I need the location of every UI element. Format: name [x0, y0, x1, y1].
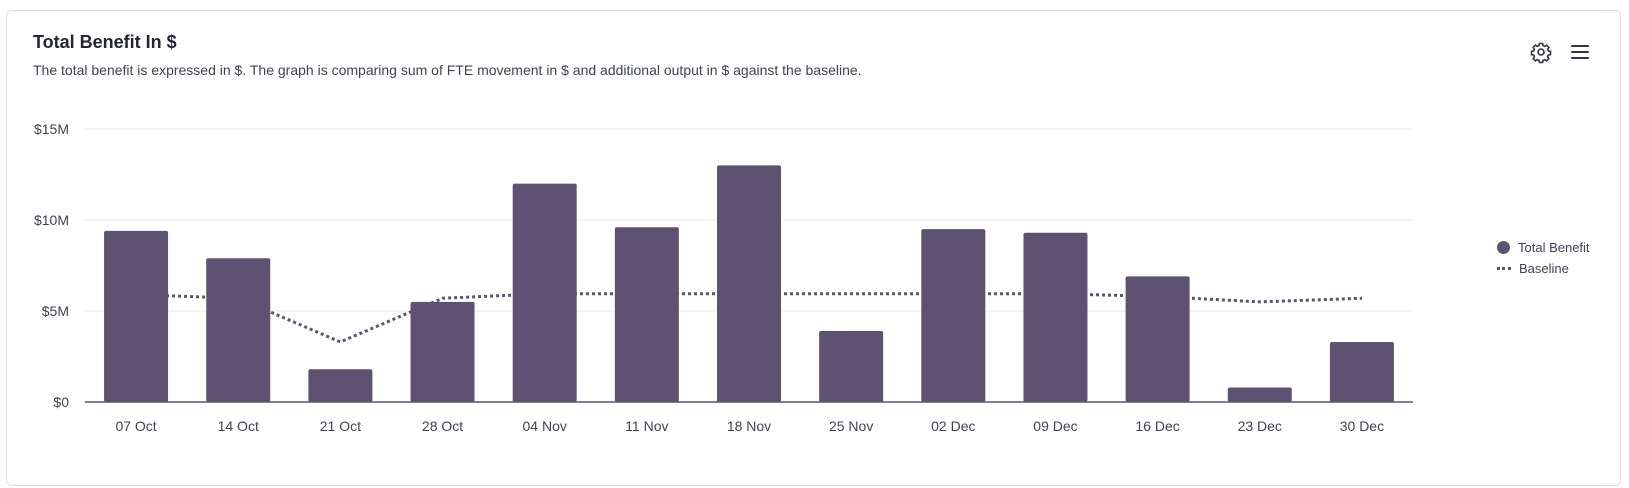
- legend-label-total-benefit: Total Benefit: [1518, 240, 1590, 255]
- x-tick-label: 07 Oct: [115, 418, 156, 434]
- x-tick-label: 23 Dec: [1238, 418, 1282, 434]
- x-tick-label: 04 Nov: [523, 418, 567, 434]
- y-tick-label: $5M: [42, 303, 69, 319]
- baseline-line: [136, 292, 1362, 344]
- bar-total-benefit[interactable]: [1023, 232, 1088, 402]
- legend-item-baseline[interactable]: Baseline: [1497, 258, 1590, 279]
- chart-card: Total Benefit In $ The total benefit is …: [6, 10, 1621, 486]
- x-tick-label: 16 Dec: [1135, 418, 1179, 434]
- bar-total-benefit[interactable]: [1227, 387, 1292, 402]
- gear-icon[interactable]: [1527, 38, 1555, 66]
- x-tick-label: 14 Oct: [218, 418, 259, 434]
- x-tick-label: 09 Dec: [1033, 418, 1077, 434]
- bar-total-benefit[interactable]: [717, 165, 781, 402]
- x-tick-label: 28 Oct: [422, 418, 463, 434]
- chart-legend: Total Benefit Baseline: [1497, 237, 1590, 279]
- x-tick-label: 21 Oct: [320, 418, 361, 434]
- chart-title: Total Benefit In $: [33, 32, 177, 52]
- baseline-series: [136, 292, 1362, 344]
- x-tick-label: 02 Dec: [931, 418, 975, 434]
- chart-subtitle: The total benefit is expressed in $. The…: [33, 62, 862, 78]
- y-tick-label: $0: [53, 394, 69, 410]
- hamburger-menu-icon[interactable]: [1566, 38, 1594, 66]
- x-tick-label: 18 Nov: [727, 418, 771, 434]
- legend-marker-total-benefit: [1497, 241, 1510, 254]
- bar-total-benefit[interactable]: [410, 301, 475, 402]
- legend-label-baseline: Baseline: [1519, 261, 1569, 276]
- x-axis-ticks: 07 Oct 14 Oct 21 Oct 28 Oct 04 Nov 11 Nov 18 N…: [115, 418, 1384, 434]
- y-tick-label: $15M: [34, 121, 69, 137]
- y-tick-label: $10M: [34, 212, 69, 228]
- bar-total-benefit[interactable]: [104, 230, 169, 402]
- bar-total-benefit[interactable]: [1125, 276, 1190, 402]
- bar-total-benefit[interactable]: [819, 331, 884, 402]
- x-tick-label: 30 Dec: [1340, 418, 1384, 434]
- bar-total-benefit[interactable]: [308, 369, 373, 402]
- y-axis-ticks: $0 $5M $10M $15M: [34, 121, 69, 410]
- bars: [104, 165, 1394, 402]
- bar-chart: $0 $5M $10M $15M 07 Oct 14 Oct 21 Oct 28 Oct 04…: [34, 121, 1413, 434]
- bar-total-benefit[interactable]: [1329, 341, 1394, 402]
- x-tick-label: 11 Nov: [625, 418, 668, 434]
- bar-total-benefit[interactable]: [614, 227, 679, 402]
- legend-marker-baseline: [1497, 267, 1511, 270]
- x-tick-label: 25 Nov: [829, 418, 873, 434]
- bar-total-benefit[interactable]: [921, 229, 986, 402]
- legend-item-total-benefit[interactable]: Total Benefit: [1497, 237, 1590, 258]
- bar-total-benefit[interactable]: [206, 258, 271, 402]
